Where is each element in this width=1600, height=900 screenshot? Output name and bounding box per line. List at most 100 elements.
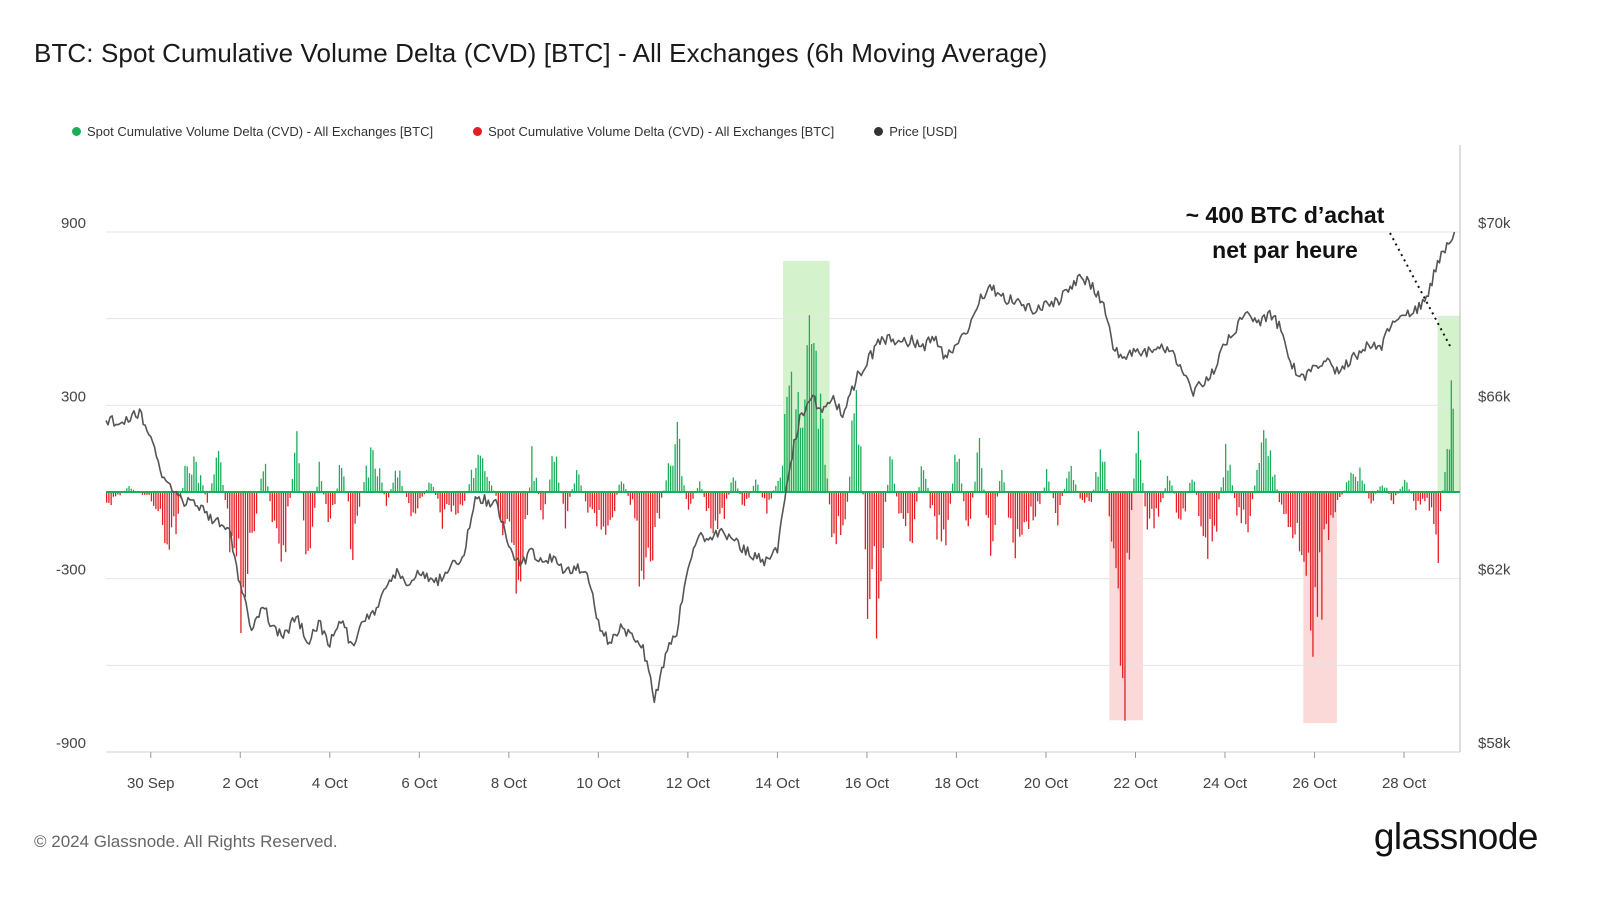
cvd-bar-negative xyxy=(452,492,455,506)
cvd-bar-negative xyxy=(423,492,426,495)
highlight-region-4 xyxy=(1437,315,1460,492)
cvd-bar-negative xyxy=(1157,492,1160,517)
cvd-bar-negative xyxy=(835,492,837,545)
cvd-bar-negative xyxy=(1144,492,1146,507)
cvd-bar-positive xyxy=(486,476,488,492)
cvd-bar-negative xyxy=(936,492,938,540)
cvd-bar-negative xyxy=(1146,492,1148,530)
cvd-bar-positive xyxy=(401,485,403,492)
cvd-bar-positive xyxy=(1386,487,1388,492)
cvd-bar-positive xyxy=(817,428,819,492)
cvd-bar-negative xyxy=(645,492,647,558)
cvd-bar-positive xyxy=(681,476,683,492)
cvd-bar-negative xyxy=(761,492,764,498)
cvd-bar-positive xyxy=(1133,478,1135,492)
cvd-bar-positive xyxy=(193,456,195,492)
cvd-bar-positive xyxy=(211,483,213,492)
y-tick-label-left: 300 xyxy=(61,388,86,405)
cvd-bar-positive xyxy=(390,489,392,492)
cvd-bar-negative xyxy=(144,492,146,495)
cvd-bar-negative xyxy=(1124,492,1126,721)
cvd-bar-positive xyxy=(186,466,188,492)
cvd-bar-negative xyxy=(963,492,965,502)
cvd-bar-positive xyxy=(1348,480,1350,492)
cvd-bar-negative xyxy=(1321,492,1323,620)
cvd-bar-negative xyxy=(1316,492,1319,617)
x-tick-label: 2 Oct xyxy=(222,775,259,792)
cvd-bar-negative xyxy=(1294,492,1296,535)
cvd-bar-negative xyxy=(1428,492,1430,511)
cvd-bar-negative xyxy=(643,492,645,580)
cvd-bar-positive xyxy=(1446,448,1448,492)
cvd-bars xyxy=(106,315,1454,721)
cvd-bar-positive xyxy=(1095,472,1097,492)
cvd-bar-negative xyxy=(598,492,600,510)
cvd-bar-negative xyxy=(1081,492,1084,500)
cvd-bar-negative xyxy=(1122,492,1124,679)
cvd-bar-negative xyxy=(708,492,710,509)
legend-item-price[interactable]: Price [USD] xyxy=(874,124,957,139)
cvd-bar-negative xyxy=(1195,492,1198,495)
cvd-bar-positive xyxy=(1258,463,1260,492)
cvd-bar-negative xyxy=(1088,492,1090,502)
cvd-bar-positive xyxy=(779,477,781,492)
cvd-bar-negative xyxy=(900,492,902,514)
price-line-group xyxy=(105,231,1456,704)
cvd-bar-negative xyxy=(1117,492,1119,589)
cvd-bar-negative xyxy=(828,492,831,505)
cvd-bar-positive xyxy=(1377,489,1379,492)
cvd-bar-negative xyxy=(996,492,999,497)
cvd-bar-negative xyxy=(661,492,663,498)
cvd-bar-positive xyxy=(553,461,555,492)
cvd-bar-negative xyxy=(837,492,840,517)
cvd-bar-positive xyxy=(479,455,482,492)
cvd-bar-negative xyxy=(520,492,522,582)
cvd-bar-positive xyxy=(199,475,202,492)
cvd-bar-positive xyxy=(620,481,623,492)
cvd-bar-negative xyxy=(323,492,325,495)
legend-item-cvd-negative[interactable]: Spot Cumulative Volume Delta (CVD) - All… xyxy=(473,124,834,139)
cvd-bar-positive xyxy=(893,483,896,492)
cvd-bar-positive xyxy=(1048,481,1050,492)
cvd-bar-negative xyxy=(1323,492,1325,530)
cvd-bar-negative xyxy=(311,492,314,527)
cvd-bar-positive xyxy=(855,390,858,492)
cvd-bar-positive xyxy=(428,482,430,492)
highlight-regions xyxy=(783,260,1460,724)
cvd-bar-negative xyxy=(1021,492,1023,535)
cvd-bar-positive xyxy=(665,480,667,492)
cvd-bar-positive xyxy=(1267,456,1269,492)
cvd-bar-positive xyxy=(484,471,486,492)
cvd-bar-positive xyxy=(1169,480,1171,492)
y-tick-label-right: $62k xyxy=(1478,562,1511,579)
cvd-bar-positive xyxy=(1359,467,1361,492)
cvd-bar-positive xyxy=(1097,476,1099,492)
cvd-bar-positive xyxy=(267,486,269,492)
cvd-bar-positive xyxy=(960,483,963,492)
cvd-bar-negative xyxy=(600,492,602,530)
chart-legend: Spot Cumulative Volume Delta (CVD) - All… xyxy=(72,124,957,139)
cvd-bar-negative xyxy=(1061,492,1063,496)
cvd-bar-positive xyxy=(1066,478,1068,492)
cvd-bar-positive xyxy=(1137,431,1140,492)
cvd-bar-negative xyxy=(992,492,994,542)
cvd-bar-negative xyxy=(725,492,728,499)
y-tick-label-left: -900 xyxy=(56,735,86,752)
cvd-bar-negative xyxy=(450,492,452,512)
cvd-bar-positive xyxy=(1379,486,1381,492)
cvd-bar-negative xyxy=(916,492,918,502)
cvd-bar-positive xyxy=(920,466,922,492)
cvd-bar-negative xyxy=(251,492,253,533)
cvd-bar-negative xyxy=(439,492,441,513)
cvd-bar-negative xyxy=(866,492,869,619)
cvd-bar-negative xyxy=(1312,492,1314,657)
legend-item-cvd-positive[interactable]: Spot Cumulative Volume Delta (CVD) - All… xyxy=(72,124,433,139)
cvd-bar-negative xyxy=(1030,492,1032,507)
cvd-bar-positive xyxy=(220,462,222,492)
cvd-bar-negative xyxy=(938,492,940,515)
cvd-bar-positive xyxy=(857,444,860,492)
x-tick-label: 22 Oct xyxy=(1113,775,1158,792)
highlight-region-1 xyxy=(783,260,830,492)
cvd-bar-positive xyxy=(531,446,533,492)
